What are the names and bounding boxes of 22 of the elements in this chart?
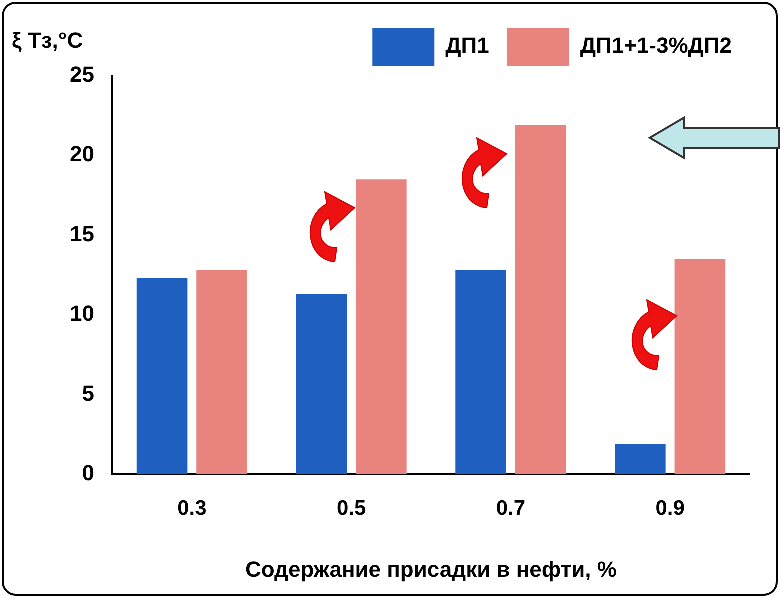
- x-tick-label: 0.9: [656, 496, 685, 520]
- bar: [615, 444, 666, 474]
- y-tick-label: 5: [82, 380, 94, 406]
- x-tick-label: 0.3: [178, 496, 207, 520]
- bar: [674, 259, 726, 474]
- bar: [456, 270, 506, 474]
- y-tick-label: 15: [70, 221, 94, 246]
- y-tick-label: 20: [70, 142, 94, 167]
- bar: [356, 180, 407, 474]
- x-axis-title: Содержание присадки в нефти, %: [246, 556, 617, 582]
- bar: [515, 125, 566, 474]
- y-axis-title: ξ Тз,°C: [12, 28, 84, 54]
- x-tick-label: 0.7: [496, 496, 526, 520]
- bar: [196, 270, 248, 474]
- y-tick-label: 0: [82, 460, 94, 486]
- y-tick-label: 10: [70, 301, 94, 326]
- x-tick-label: 0.5: [336, 496, 366, 520]
- legend-label: ДП1+1-3%ДП2: [580, 33, 732, 58]
- bar: [136, 278, 188, 474]
- y-tick-label: 25: [70, 62, 94, 88]
- legend-label: ДП1: [446, 33, 490, 58]
- bar: [296, 294, 348, 474]
